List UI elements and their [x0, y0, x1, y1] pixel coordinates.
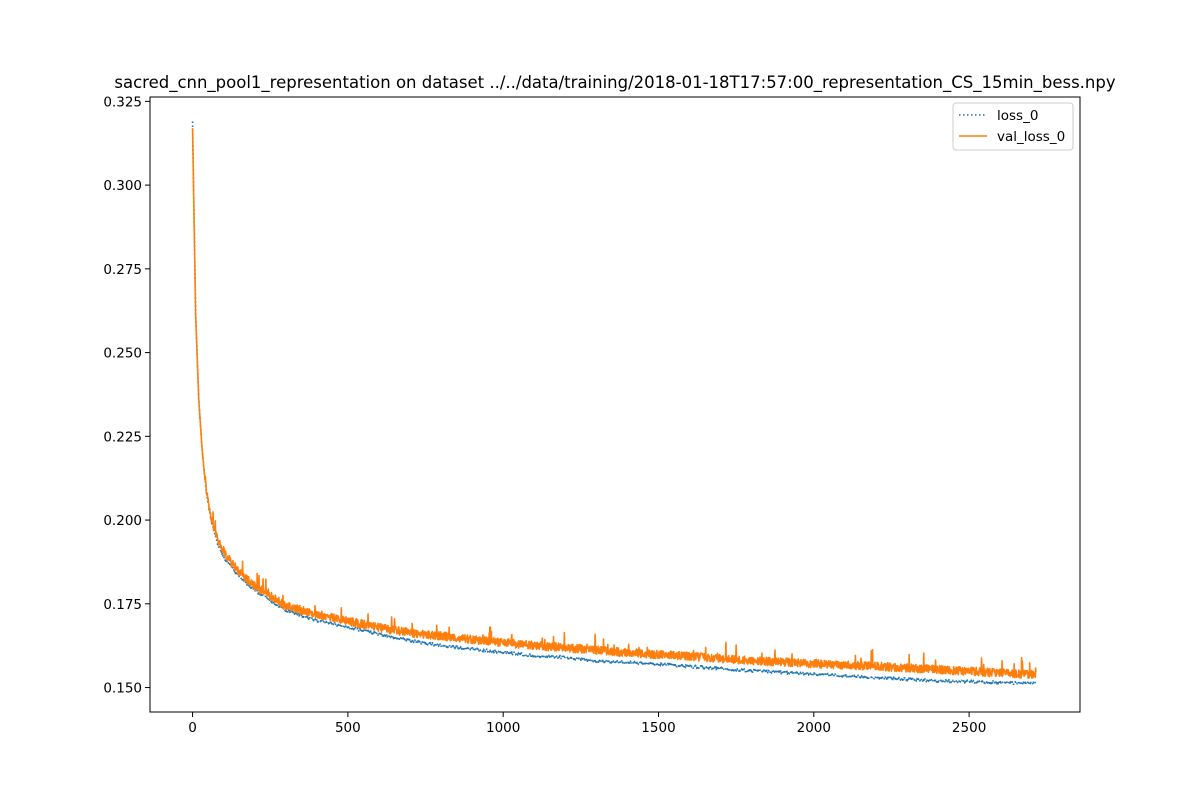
x-tick-label: 1000	[486, 720, 520, 736]
plot-background	[150, 97, 1080, 712]
y-tick-label: 0.200	[103, 513, 142, 529]
x-tick-label: 2000	[797, 720, 831, 736]
legend-label-loss-0: loss_0	[997, 108, 1038, 124]
axes-frame	[149, 96, 1081, 713]
series-line-val-loss-0	[191, 128, 1037, 680]
y-tick-label: 0.275	[103, 262, 142, 278]
plot-area	[150, 97, 1080, 712]
y-tick-label: 0.300	[103, 178, 142, 194]
legend-label-val-loss-0: val_loss_0	[997, 129, 1065, 145]
y-tick-label: 0.175	[103, 597, 142, 613]
y-tick-label: 0.150	[103, 681, 142, 697]
series-layer	[191, 121, 1037, 686]
x-tick-label: 2500	[952, 720, 986, 736]
x-tick-label: 500	[335, 720, 361, 736]
x-tick-label: 0	[188, 720, 197, 736]
series-line-loss-0	[191, 121, 1037, 686]
chart-title: sacred_cnn_pool1_representation on datas…	[114, 73, 1115, 93]
legend: loss_0 val_loss_0	[952, 102, 1074, 151]
x-tick-label: 1500	[641, 720, 675, 736]
y-tick-label: 0.325	[103, 94, 142, 110]
y-tick-label: 0.225	[103, 429, 142, 445]
y-tick-label: 0.250	[103, 346, 142, 362]
axes-layer: 0 500 1000 1500 2000 2500 0.150 0.175 0.200 0.225…	[103, 94, 1081, 736]
